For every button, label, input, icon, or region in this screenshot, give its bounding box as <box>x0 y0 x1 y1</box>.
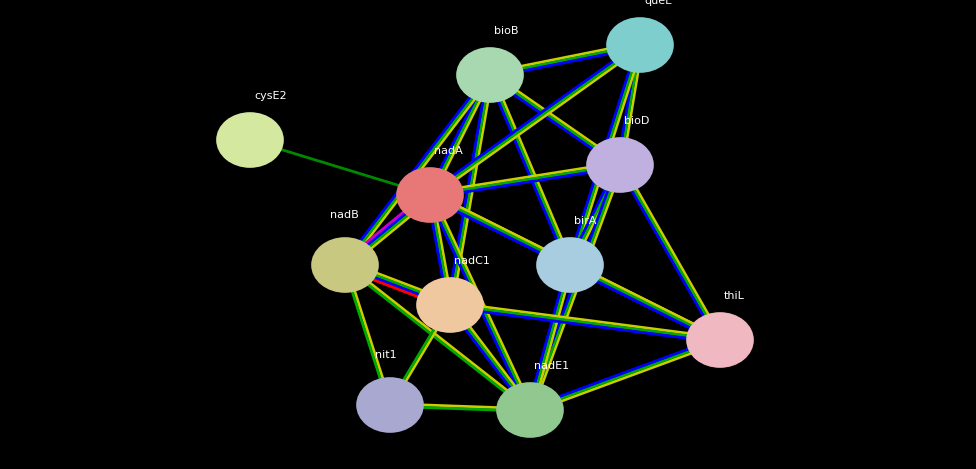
Ellipse shape <box>587 138 653 192</box>
Ellipse shape <box>357 378 423 432</box>
Ellipse shape <box>397 168 463 222</box>
Ellipse shape <box>497 383 563 437</box>
Ellipse shape <box>312 238 378 292</box>
Text: bioD: bioD <box>624 116 649 126</box>
Text: bioB: bioB <box>494 26 518 36</box>
Text: nadB: nadB <box>330 210 359 220</box>
Ellipse shape <box>417 278 483 332</box>
Text: queE: queE <box>644 0 672 6</box>
Ellipse shape <box>687 313 753 367</box>
Ellipse shape <box>217 113 283 167</box>
Text: nadE1: nadE1 <box>534 361 569 371</box>
Text: nit1: nit1 <box>375 350 396 360</box>
Ellipse shape <box>537 238 603 292</box>
Ellipse shape <box>607 18 673 72</box>
Text: nadC1: nadC1 <box>454 256 490 266</box>
Text: nadA: nadA <box>434 146 463 156</box>
Text: thiL: thiL <box>724 291 745 301</box>
Text: cysE2: cysE2 <box>254 91 287 101</box>
Text: birA: birA <box>574 216 596 226</box>
Ellipse shape <box>457 48 523 102</box>
